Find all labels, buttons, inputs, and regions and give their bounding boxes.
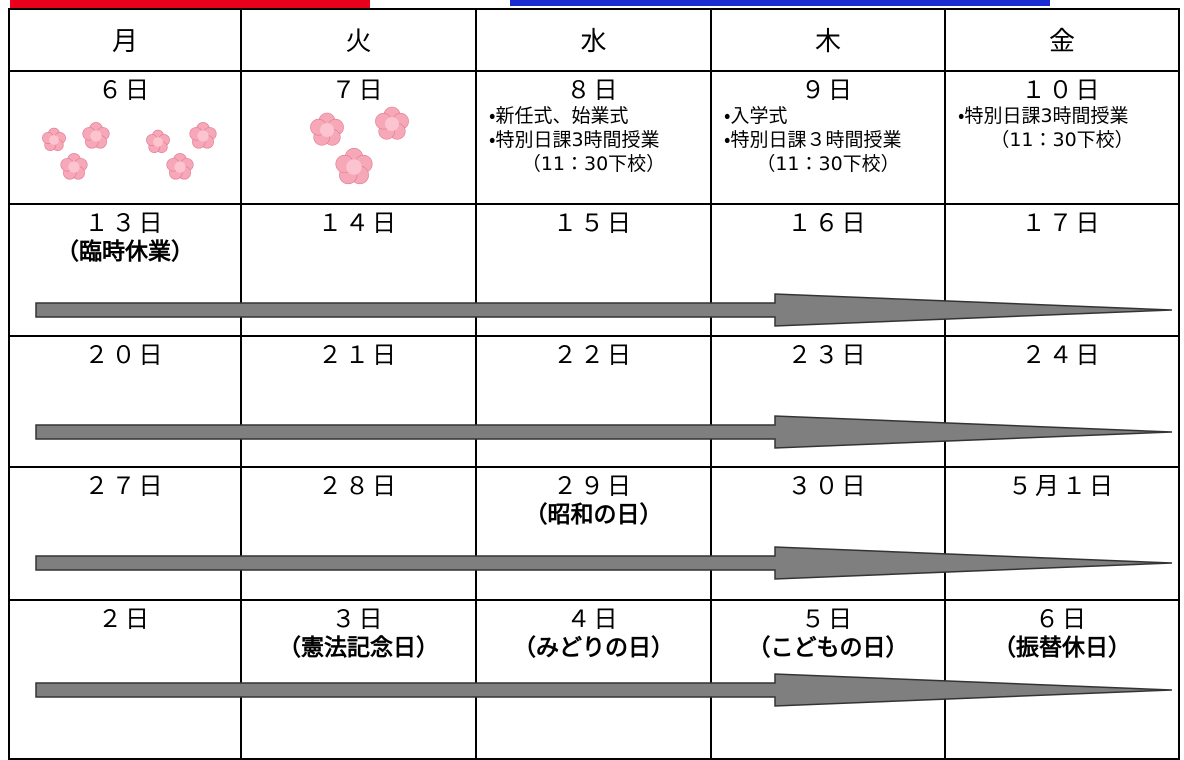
date-label: ７日 <box>331 76 386 104</box>
date-label: ２０日 <box>84 341 166 369</box>
calendar-cell: ６日 <box>8 72 242 205</box>
top-banner-blue <box>510 0 1050 6</box>
flower-center <box>197 130 209 142</box>
date-label: ４日 <box>566 605 621 633</box>
date-label: ５月１日 <box>1008 472 1116 500</box>
holiday-label: （昭和の日） <box>524 502 663 528</box>
holiday-label: （憲法記念日） <box>278 635 439 661</box>
weekday-header: 木 <box>712 8 946 72</box>
date-label: １７日 <box>1021 209 1103 237</box>
calendar-cell: ２３日 <box>712 337 946 468</box>
calendar-cell: ９日 ・入学式 ・特別日課３時間授業 （11：30下校） <box>712 72 946 205</box>
event-note: ・入学式 <box>724 105 788 127</box>
date-label: １０日 <box>1021 76 1103 104</box>
flower-center <box>385 117 399 131</box>
flower-center <box>153 137 163 147</box>
holiday-label: （振替休日） <box>993 635 1131 661</box>
weekday-header: 火 <box>242 8 477 72</box>
flower-center <box>320 123 334 137</box>
arrow <box>35 673 1173 707</box>
flower-center <box>49 135 59 145</box>
event-note: ・特別日課3時間授業 <box>958 105 1129 127</box>
flower-center <box>174 161 186 173</box>
top-banner-red <box>10 0 370 8</box>
calendar-cell: １６日 <box>712 205 946 337</box>
calendar-cell: １０日 ・特別日課3時間授業 （11：30下校） <box>946 72 1180 205</box>
date-label: ８日 <box>566 76 621 104</box>
date-label: ６日 <box>1035 605 1089 633</box>
calendar-cell: ２７日 <box>8 468 242 601</box>
event-note: ・特別日課3時間授業 <box>489 129 660 151</box>
date-label: １６日 <box>787 209 869 237</box>
event-note: ・新任式、始業式 <box>489 105 629 127</box>
weekday-header: 水 <box>477 8 712 72</box>
flower-center <box>346 159 362 175</box>
calendar-cell: １７日 <box>946 205 1180 337</box>
date-label: ２８日 <box>318 472 399 500</box>
flower-center <box>68 161 80 173</box>
event-note: （11：30下校） <box>756 153 900 175</box>
arrow <box>35 415 1173 449</box>
date-label: ２１日 <box>318 341 399 369</box>
weekday-header: 金 <box>946 8 1180 72</box>
calendar-cell: １４日 <box>242 205 477 337</box>
date-label: ６日 <box>98 76 152 104</box>
holiday-label: （臨時休業） <box>56 239 194 265</box>
calendar-cell: ２１日 <box>242 337 477 468</box>
date-label: ２２日 <box>553 341 634 369</box>
date-label: ９日 <box>801 76 855 104</box>
calendar-cell: ３０日 <box>712 468 946 601</box>
date-label: ３０日 <box>787 472 869 500</box>
holiday-label: （みどりの日） <box>513 635 674 661</box>
date-label: ２９日 <box>553 472 634 500</box>
arrow <box>35 293 1173 327</box>
event-note: （11：30下校） <box>990 129 1134 151</box>
calendar-cell: ８日 ・新任式、始業式 ・特別日課3時間授業 （11：30下校） <box>477 72 712 205</box>
page: 月火水木金 ６日 ７日 ８日 ・新任式、始業式 ・特別日課3時間授業 （11：30下校） ９日… <box>8 0 1180 760</box>
calendar-cell: １３日 （臨時休業） <box>8 205 242 337</box>
arrow <box>35 546 1173 580</box>
event-note: （11：30下校） <box>521 153 666 175</box>
date-label: ２日 <box>98 605 152 633</box>
date-label: ３日 <box>331 605 386 633</box>
holiday-label: （こどもの日） <box>747 635 909 661</box>
calendar-cell: ２９日 （昭和の日） <box>477 468 712 601</box>
arrows-layer <box>35 106 1173 707</box>
date-label: １４日 <box>318 209 399 237</box>
calendar-cell: ２８日 <box>242 468 477 601</box>
calendar-cell: ２０日 <box>8 337 242 468</box>
calendar-cell: ７日 <box>242 72 477 205</box>
date-label: ２７日 <box>84 472 166 500</box>
calendar-cell: ４日 （みどりの日） <box>477 601 712 760</box>
date-label: ５日 <box>801 605 855 633</box>
calendar-cell: ２４日 <box>946 337 1180 468</box>
date-label: ２４日 <box>1021 341 1103 369</box>
flower-center <box>90 130 102 142</box>
calendar-cell: ２２日 <box>477 337 712 468</box>
calendar-cell: １５日 <box>477 205 712 337</box>
calendar-cell: ５月１日 <box>946 468 1180 601</box>
date-label: １５日 <box>553 209 634 237</box>
date-label: １３日 <box>84 209 166 237</box>
date-label: ２３日 <box>787 341 869 369</box>
event-note: ・特別日課３時間授業 <box>724 129 902 151</box>
calendar-cell: ６日 （振替休日） <box>946 601 1180 760</box>
weekday-header: 月 <box>8 8 242 72</box>
